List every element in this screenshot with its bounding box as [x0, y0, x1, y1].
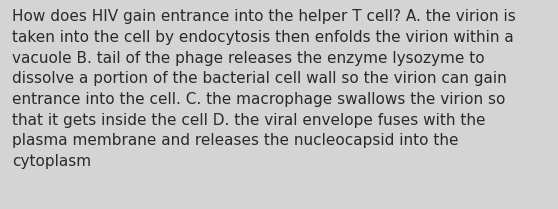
Text: How does HIV gain entrance into the helper T cell? A. the virion is
taken into t: How does HIV gain entrance into the help… [12, 9, 516, 169]
